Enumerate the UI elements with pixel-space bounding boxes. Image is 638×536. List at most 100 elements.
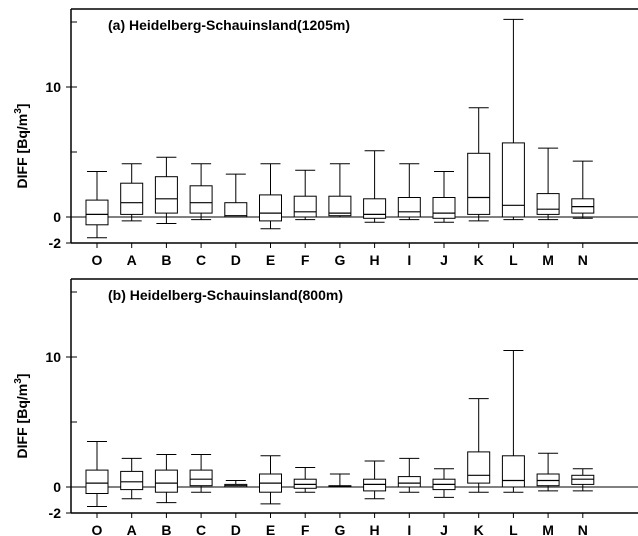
box-A — [120, 457, 144, 500]
box-C — [189, 163, 213, 221]
y-axis-label-sup: 3 — [13, 378, 24, 384]
box-F — [293, 169, 317, 221]
x-tick-label: B — [161, 522, 171, 536]
x-tick-label: H — [370, 522, 380, 536]
iqr-box — [293, 195, 317, 218]
box-M — [536, 147, 560, 221]
box-E — [259, 163, 282, 230]
x-tick-label: E — [266, 252, 275, 268]
y-axis-label-main: DIFF [Bq/m — [14, 114, 30, 189]
x-tick-label: G — [334, 252, 345, 268]
x-tick-label: D — [231, 522, 241, 536]
box-G — [328, 473, 352, 488]
iqr-box — [536, 473, 560, 487]
x-tick-label: D — [231, 252, 241, 268]
box-C — [189, 454, 213, 493]
box-B — [154, 156, 178, 224]
panel-title-part: (a) Heidelber — [108, 17, 193, 33]
box-N — [571, 160, 595, 219]
box-G — [328, 163, 352, 218]
panel-title-bold: g-S — [194, 287, 217, 303]
x-tick-label: N — [578, 522, 588, 536]
iqr-box — [467, 152, 491, 215]
box-K — [467, 398, 491, 493]
x-tick-label: M — [542, 522, 554, 536]
x-tick-label: N — [578, 252, 588, 268]
box-J — [432, 468, 456, 498]
box-D — [224, 480, 248, 488]
panel-b: -2 0 10 DIFF [Bq/m3] (b) Heidelberg-Schauins… — [13, 278, 638, 536]
y-tick-label: 0 — [53, 209, 61, 225]
y-tick-label: -2 — [49, 235, 62, 251]
box-K — [467, 107, 491, 222]
y-axis-label-end: ] — [14, 104, 30, 109]
panel-title-part: chauinsland( — [216, 287, 303, 303]
x-tick-label: A — [127, 252, 137, 268]
iqr-box — [363, 478, 387, 492]
panel-title: (a) Heidelberg-Schauinsland(1205m) — [108, 17, 350, 33]
panel-title-bold: g-S — [193, 17, 216, 33]
iqr-box — [328, 195, 352, 217]
box-E — [259, 455, 282, 505]
y-tick-label: 10 — [45, 79, 61, 95]
box-H — [363, 460, 387, 500]
iqr-box — [571, 198, 595, 214]
x-tick-label: J — [440, 522, 448, 536]
x-tick-label: O — [92, 252, 103, 268]
panel-title: (b) Heidelberg-Schauinsland(800m) — [108, 287, 343, 303]
x-tick-label: C — [196, 252, 206, 268]
iqr-box — [363, 198, 387, 219]
x-tick-label: J — [440, 252, 448, 268]
iqr-box — [397, 197, 421, 218]
iqr-box — [154, 469, 178, 493]
box-I — [397, 457, 421, 493]
box-L — [501, 18, 525, 221]
box-M — [536, 452, 560, 492]
panel-title-part: chauinsland(1205m) — [215, 17, 350, 33]
y-axis-label-end: ] — [14, 374, 30, 379]
box-N — [571, 468, 595, 492]
x-tick-label: A — [127, 522, 137, 536]
panel-title-bold: 8 — [303, 287, 311, 303]
y-tick-label: 10 — [45, 349, 61, 365]
iqr-box — [467, 451, 491, 484]
box-J — [432, 171, 456, 223]
iqr-box — [397, 476, 421, 488]
iqr-box — [224, 202, 248, 218]
x-tick-label: L — [509, 522, 518, 536]
box-D — [224, 173, 248, 218]
iqr-box — [154, 176, 178, 214]
iqr-box — [85, 199, 109, 226]
iqr-box — [259, 194, 282, 222]
panel-a: -2 0 10 DIFF [Bq/m3] (a) Heidelberg-Schauins… — [13, 8, 638, 268]
x-tick-label: L — [509, 252, 518, 268]
box-H — [363, 150, 387, 223]
iqr-box — [536, 193, 560, 215]
x-tick-label: G — [334, 522, 345, 536]
iqr-box — [501, 142, 525, 218]
x-tick-label: I — [407, 252, 411, 268]
x-tick-label: O — [92, 522, 103, 536]
box-O — [85, 441, 109, 507]
box-F — [293, 467, 317, 493]
box-O — [85, 171, 109, 239]
x-tick-label: C — [196, 522, 206, 536]
box-A — [120, 163, 144, 222]
x-tick-label: F — [301, 522, 310, 536]
x-tick-label: K — [474, 522, 484, 536]
panel-title-part: (b) Heidelber — [108, 287, 194, 303]
x-tick-label: M — [542, 252, 554, 268]
iqr-box — [189, 185, 213, 214]
box-B — [154, 454, 178, 504]
iqr-box — [85, 469, 109, 495]
iqr-box — [293, 478, 317, 489]
x-tick-label: B — [161, 252, 171, 268]
x-tick-label: K — [474, 252, 484, 268]
x-tick-label: I — [407, 522, 411, 536]
y-tick-label: -2 — [49, 505, 62, 521]
y-axis-label-sup: 3 — [13, 108, 24, 114]
y-tick-label: 0 — [53, 479, 61, 495]
panel-title-part: 00m) — [310, 287, 343, 303]
iqr-box — [501, 455, 525, 488]
